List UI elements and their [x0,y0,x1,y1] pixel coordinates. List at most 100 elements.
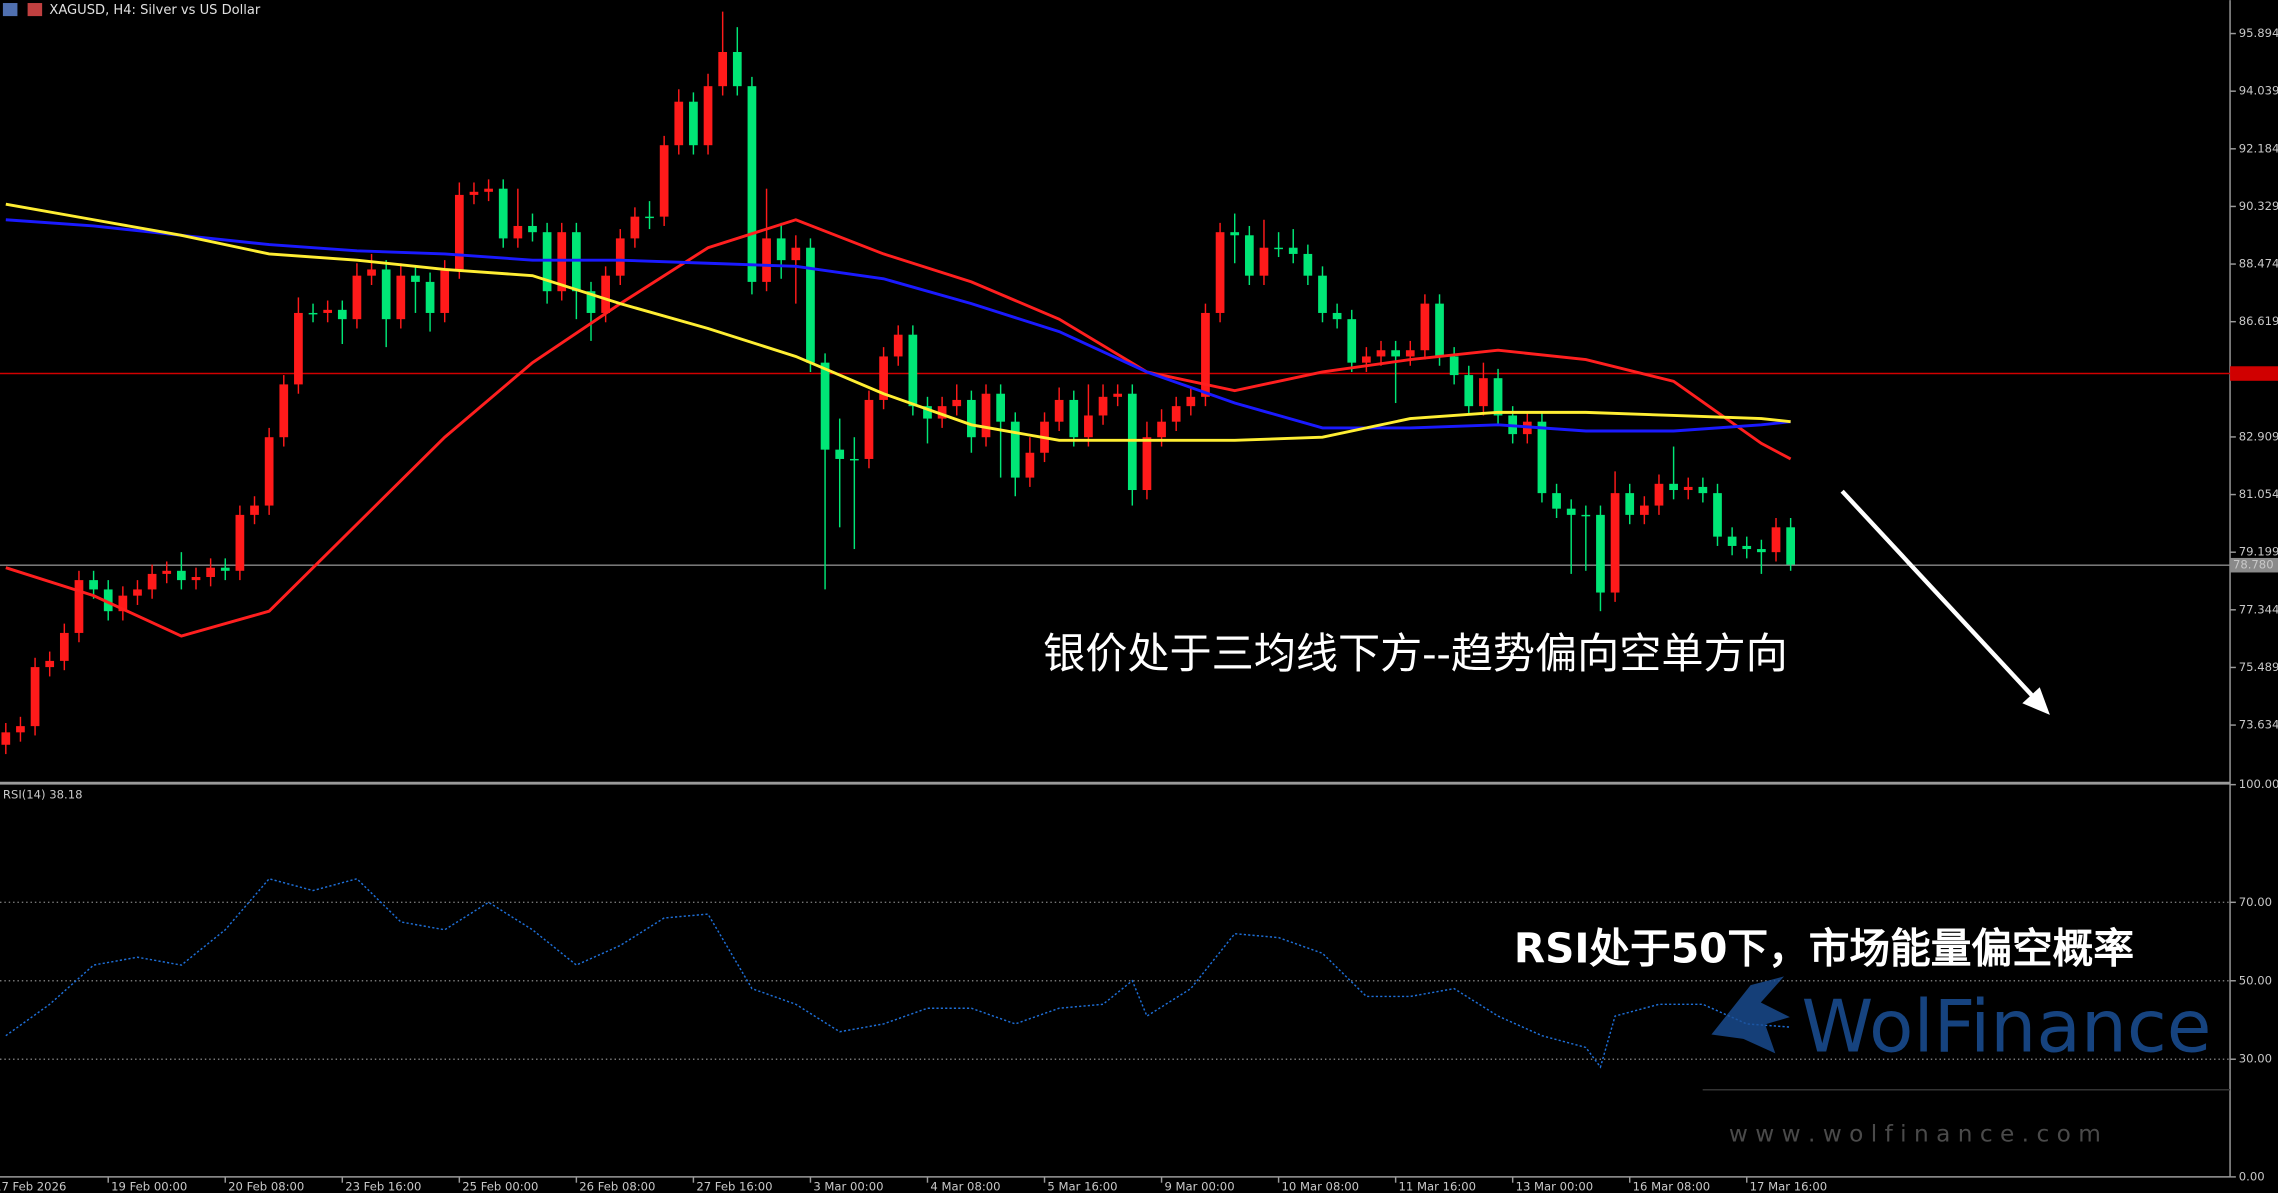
candle-body [806,247,815,363]
y-tick-label: 73.634 [2239,718,2278,732]
candle-body [923,406,932,419]
annotation: RSI处于50下，市场能量偏空概率 [1514,925,2134,973]
candle-body [294,312,303,385]
candle-body [381,269,391,320]
candle-body [1288,247,1298,254]
candle-body [1654,483,1664,506]
x-tick-label: 16 Mar 08:00 [1633,1180,1711,1193]
x-tick-label: 3 Mar 00:00 [813,1180,883,1193]
x-tick-label: 23 Feb 16:00 [345,1180,421,1193]
y-tick-label: 100.00 [2239,777,2278,791]
y-tick-label: 30.00 [2239,1052,2272,1066]
candle-body [937,406,947,419]
candle-body [1171,406,1181,422]
icon [2,3,18,17]
candle-body [337,309,347,320]
x-tick-label: 17 Feb 2026 [0,1180,66,1193]
candle-body [1449,356,1459,376]
candle-body [1098,396,1108,416]
candle-body [1479,378,1488,407]
price-label-box [2230,366,2278,381]
candle-body [250,505,259,515]
candle-body [967,399,976,438]
candle-body [601,275,610,313]
x-tick-label: 25 Feb 00:00 [462,1180,538,1193]
candle-body [718,52,728,87]
candle-body [689,101,698,146]
candle-body [557,232,567,292]
candle-body [542,232,552,292]
y-tick-label: 92.184 [2239,141,2278,155]
candle-body [498,188,508,239]
x-tick-label: 19 Feb 00:00 [111,1180,187,1193]
candle-body [849,458,859,461]
candle-body [1084,415,1093,438]
y-tick-label: 79.199 [2239,545,2278,559]
candle-body [103,589,113,612]
candle-body [1025,452,1035,478]
x-tick-label: 10 Mar 08:00 [1282,1180,1360,1193]
candle-body [220,567,230,571]
candle-body [893,334,903,357]
candle-body [952,399,962,407]
candle-body [791,247,801,261]
y-tick-label: 77.344 [2239,602,2278,616]
candle-body [820,362,830,450]
candle-body [513,225,523,239]
candle-body [177,570,186,581]
candle-body [1230,232,1240,236]
candle-body [191,577,201,581]
candle-body [1537,421,1547,494]
x-tick-label: 17 Mar 16:00 [1750,1180,1828,1193]
candle-body [776,238,786,261]
candle-body [1201,312,1210,397]
candle-body [879,356,888,400]
candle-body [659,145,669,217]
watermark-logo [1711,976,1790,1054]
moving-average [5,218,1791,433]
candle-body [1215,232,1225,313]
watermark: WolFinance w w w . w o l f i n a n c e .… [1702,976,2231,1147]
y-tick-label: 95.894 [2239,26,2278,40]
candle-body [630,216,640,239]
y-tick-label: 90.329 [2239,199,2278,213]
chart-title: XAGUSD, H4: Silver vs US Dollar [49,3,261,18]
candle-body [235,514,245,571]
candle-body [762,238,771,282]
candle-body [118,595,128,612]
candle-body [747,86,757,282]
candle-body [1376,350,1386,357]
candle-body [1010,421,1020,478]
candle-body [732,52,742,87]
x-tick-label: 13 Mar 00:00 [1516,1180,1594,1193]
y-tick-label: 81.054 [2239,487,2278,501]
candle-body [74,580,84,633]
y-tick-label: 94.039 [2239,84,2278,98]
candle-body [1127,393,1137,491]
candle-body [1552,493,1561,509]
candle-body [674,101,684,146]
candle-body [1318,275,1327,313]
candle-body [411,275,420,282]
y-tick-label: 82.909 [2239,429,2278,443]
price-label-box [2230,557,2278,573]
annotation: 银价处于三均线下方--趋势偏向空单方向 [1043,629,1788,678]
candle-body [1464,375,1474,407]
y-tick-label: 75.489 [2239,660,2278,674]
candle-body [1,732,11,745]
y-tick-label: 0.00 [2239,1169,2265,1183]
moving-average [5,202,1791,442]
candle-body [528,225,537,233]
candle-body [1713,493,1722,537]
candle-body [206,567,215,578]
candle-body [1069,399,1079,438]
y-tick-label: 86.619 [2239,314,2278,328]
x-tick-label: 4 Mar 08:00 [930,1180,1000,1193]
candle-body [1669,483,1678,491]
x-tick-label: 27 Feb 16:00 [696,1180,772,1193]
arrow-head [2022,687,2050,715]
candle-body [425,281,435,313]
candle-body [484,188,493,192]
candle-body [59,632,69,661]
